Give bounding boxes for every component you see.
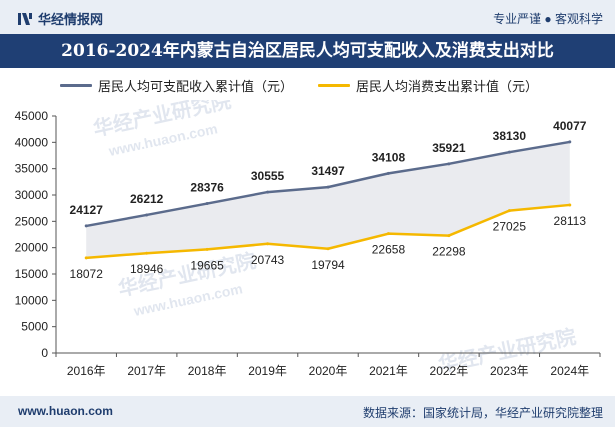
data-point-spending [326,247,330,251]
data-label-spending: 28113 [554,214,587,228]
data-label-spending: 19794 [311,258,345,272]
line-chart: 华经产业研究院www.huaon.com华经产业研究院www.huaon.com… [15,100,601,378]
data-point-spending [266,242,270,246]
x-tick-label: 2017年 [127,364,166,378]
data-label-spending: 20743 [251,253,285,267]
data-point-income [84,224,88,228]
x-tick-label: 2020年 [309,364,348,378]
data-point-income [568,140,572,144]
footer-site[interactable]: www.huaon.com [18,404,113,418]
legend-swatch-spending [318,84,350,87]
data-label-income: 35921 [432,141,466,155]
brand-name: 华经情报网 [38,12,104,27]
data-label-income: 28376 [190,181,224,195]
y-tick-label: 35000 [15,162,49,176]
data-point-spending [145,251,149,255]
data-label-income: 31497 [311,164,345,178]
data-point-spending [568,203,572,207]
x-tick-label: 2018年 [188,364,227,378]
data-label-income: 26212 [130,192,164,206]
data-label-spending: 18072 [70,267,104,281]
x-tick-label: 2016年 [67,364,106,378]
data-point-income [266,190,270,194]
data-label-income: 24127 [70,203,104,217]
huajing-logo-icon [18,12,32,25]
legend-label-spending: 居民人均消费支出累计值（元） [356,79,539,94]
data-label-spending: 27025 [493,220,527,234]
data-point-income [386,171,390,175]
legend-label-income: 居民人均可支配收入累计值（元） [98,79,294,94]
chart-title: 2016-2024年内蒙古自治区居民人均可支配收入及消费支出对比 [0,34,615,68]
data-point-spending [84,256,88,260]
top-bar: 华经情报网 专业严谨 ● 客观科学 [0,0,615,34]
data-label-spending: 18946 [130,262,164,276]
x-tick-label: 2024年 [550,364,589,378]
data-label-income: 40077 [553,119,587,133]
data-label-income: 34108 [372,150,406,164]
footer: www.huaon.com 数据来源：国家统计局，华经产业研究院整理 [0,396,615,427]
footer-source: 数据来源：国家统计局，华经产业研究院整理 [362,406,603,420]
x-tick-label: 2022年 [430,364,469,378]
data-label-income: 38130 [493,129,527,143]
y-tick-label: 15000 [15,267,49,281]
legend-swatch-income [60,84,92,87]
legend-item-spending[interactable]: 居民人均消费支出累计值（元） [318,76,538,95]
data-label-income: 30555 [251,169,285,183]
y-tick-label: 40000 [15,135,49,149]
data-point-income [447,162,451,166]
data-point-income [145,213,149,217]
data-point-income [205,202,209,206]
data-point-spending [507,209,511,213]
data-point-spending [447,234,451,238]
data-label-spending: 22658 [372,243,406,257]
x-tick-label: 2023年 [490,364,529,378]
y-tick-label: 20000 [15,241,49,255]
legend: 居民人均可支配收入累计值（元） 居民人均消费支出累计值（元） [0,72,615,94]
y-tick-label: 30000 [15,188,49,202]
brand[interactable]: 华经情报网 [18,9,103,28]
data-label-spending: 22298 [432,245,466,259]
y-tick-label: 45000 [15,109,49,123]
y-tick-label: 0 [41,346,48,360]
data-point-income [507,150,511,154]
y-tick-label: 10000 [15,293,49,307]
tagline: 专业严谨 ● 客观科学 [493,12,603,26]
data-point-spending [386,232,390,236]
x-tick-label: 2019年 [248,364,287,378]
y-tick-label: 5000 [21,320,48,334]
data-point-income [326,185,330,189]
x-tick-label: 2021年 [369,364,408,378]
series-gap-band [86,141,570,258]
data-label-spending: 19665 [190,258,224,272]
y-tick-label: 25000 [15,214,49,228]
data-point-spending [205,247,209,251]
legend-item-income[interactable]: 居民人均可支配收入累计值（元） [60,76,293,95]
